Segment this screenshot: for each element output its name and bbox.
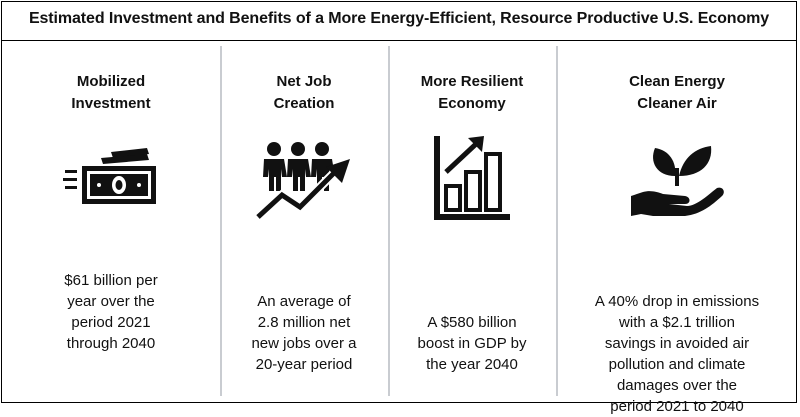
panel-description-line: year over the [67, 293, 155, 310]
panel-description-line: $61 billion per [64, 272, 158, 289]
panel-more-resilient-economy: More Resilient Economy A $580 billion bo… [388, 41, 556, 402]
panel-description-line: savings in avoided air [604, 335, 750, 352]
panel-heading-line: Creation [273, 95, 335, 112]
panel-clean-energy-cleaner-air: Clean Energy Cleaner Air A 40% drop in e… [556, 41, 798, 415]
column-divider [556, 46, 558, 396]
panel-description-line: damages over the [616, 377, 738, 394]
panel-description-line: 20-year period [255, 356, 353, 373]
bar-chart-growth-icon [432, 134, 512, 227]
panel-description-line: A $580 billion [427, 314, 517, 331]
panel-description: A 40% drop in emissions with a $2.1 tril… [556, 291, 798, 417]
people-growth-icon [252, 137, 356, 228]
panel-heading-line: Cleaner Air [637, 95, 717, 112]
infographic-title: Estimated Investment and Benefits of a M… [28, 10, 770, 27]
panel-heading: Net Job Creation [220, 71, 388, 115]
panel-mobilized-investment: Mobilized Investment [2, 41, 220, 402]
panel-description-line: new jobs over a [251, 335, 357, 352]
panel-description-line: period 2021 [71, 314, 151, 331]
panel-heading: Mobilized Investment [2, 71, 220, 115]
panel-description: A $580 billion boost in GDP by the year … [388, 312, 556, 375]
panel-heading-line: Net Job [276, 73, 332, 90]
title-divider [2, 40, 796, 41]
panel-description-line: period 2021 to 2040 [610, 398, 744, 415]
panel-heading: Clean Energy Cleaner Air [556, 71, 798, 115]
panel-description-line: with a $2.1 trillion [619, 314, 735, 331]
panel-heading-line: More Resilient [420, 73, 524, 90]
panel-description-line: pollution and climate [608, 356, 746, 373]
panel-heading-line: Investment [71, 95, 151, 112]
panel-description-line: An average of [257, 293, 351, 310]
panel-net-job-creation: Net Job Creation An average of [220, 41, 388, 402]
panel-description-line: through 2040 [66, 335, 156, 352]
panel-heading-line: Mobilized [76, 73, 146, 90]
plant-in-hand-icon [627, 142, 727, 223]
panel-description: $61 billion per year over the period 202… [2, 270, 220, 354]
panel-heading: More Resilient Economy [388, 71, 556, 115]
panel-description-line: 2.8 million net [257, 314, 351, 331]
panel-description: An average of 2.8 million net new jobs o… [220, 291, 388, 375]
column-divider [220, 46, 222, 396]
panel-description-line: boost in GDP by [417, 335, 527, 352]
panel-description-line: A 40% drop in emissions [594, 293, 760, 310]
panel-description-line: the year 2040 [426, 356, 518, 373]
panel-heading-line: Clean Energy [629, 73, 725, 90]
money-icon [63, 144, 159, 215]
column-divider [388, 46, 390, 396]
panel-heading-line: Economy [438, 95, 506, 112]
